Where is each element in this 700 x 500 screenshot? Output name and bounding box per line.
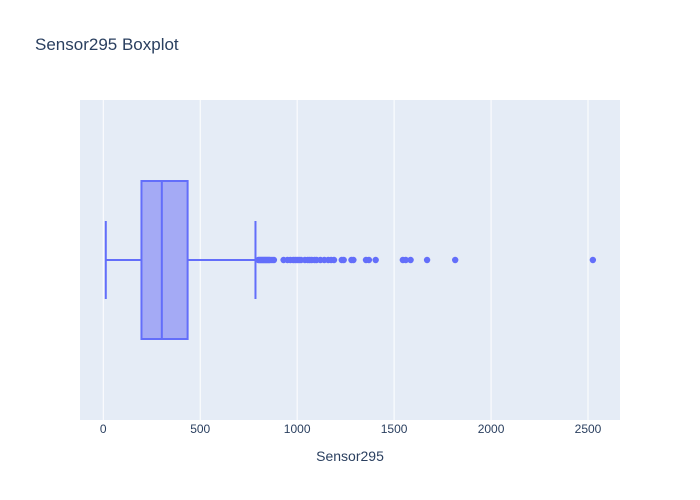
- outlier-point: [372, 256, 379, 264]
- outlier-point: [270, 256, 278, 264]
- chart-title: Sensor295 Boxplot: [35, 35, 179, 54]
- interquartile-box: [140, 180, 189, 340]
- outlier-points: [255, 256, 597, 264]
- outlier-point: [407, 256, 414, 264]
- outlier-point: [451, 256, 459, 264]
- x-tick-label: 0: [100, 422, 107, 436]
- x-tick-label: 1000: [284, 422, 311, 436]
- x-tick-label: 2000: [478, 422, 505, 436]
- x-tick-label: 500: [190, 422, 210, 436]
- x-tick-label: 2500: [575, 422, 602, 436]
- outlier-point: [423, 256, 431, 264]
- outlier-point: [589, 256, 597, 264]
- outlier-point: [402, 256, 409, 264]
- x-tick-label: 1500: [381, 422, 408, 436]
- x-axis-ticks: 0 500 1000 1500 2000 2500: [100, 422, 602, 436]
- outlier-point: [330, 256, 338, 264]
- outlier-point: [365, 256, 373, 264]
- outlier-point: [350, 256, 357, 264]
- x-axis-label: Sensor295: [316, 448, 384, 464]
- outlier-point: [340, 256, 347, 264]
